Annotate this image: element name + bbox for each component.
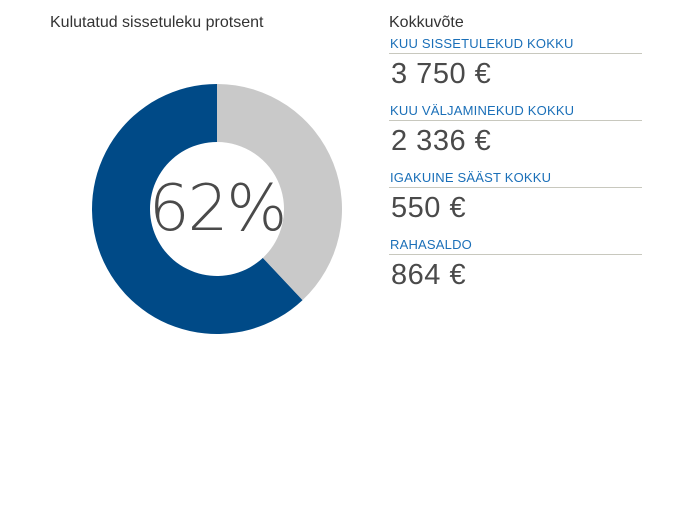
stat-value: 2 336 €: [391, 125, 492, 157]
stat-value: 550 €: [391, 192, 467, 224]
donut-chart: 62%: [92, 84, 342, 334]
stat-monthly-savings: IGAKUINE SÄÄST KOKKU 550 €: [389, 170, 642, 225]
donut-slice-spent: [92, 84, 303, 334]
donut-center-label: 62%: [148, 172, 287, 246]
stat-label: KUU SISSETULEKUD KOKKU: [389, 36, 642, 54]
donut-slice-remaining: [217, 84, 342, 301]
stat-monthly-expenses: KUU VÄLJAMINEKUD KOKKU 2 336 €: [389, 103, 642, 158]
stat-cash-balance: RAHASALDO 864 €: [389, 237, 642, 292]
stat-value: 864 €: [391, 259, 467, 291]
stat-label: KUU VÄLJAMINEKUD KOKKU: [389, 103, 642, 121]
stat-value: 3 750 €: [391, 58, 492, 90]
summary-panel: Kokkuvõte KUU SISSETULEKUD KOKKU 3 750 €…: [389, 14, 642, 304]
summary-title: Kokkuvõte: [389, 14, 464, 31]
stat-label: IGAKUINE SÄÄST KOKKU: [389, 170, 642, 188]
stat-label: RAHASALDO: [389, 237, 642, 255]
stat-monthly-income: KUU SISSETULEKUD KOKKU 3 750 €: [389, 36, 642, 91]
donut-svg: [92, 84, 342, 334]
chart-title: Kulutatud sissetuleku protsent: [50, 14, 264, 31]
